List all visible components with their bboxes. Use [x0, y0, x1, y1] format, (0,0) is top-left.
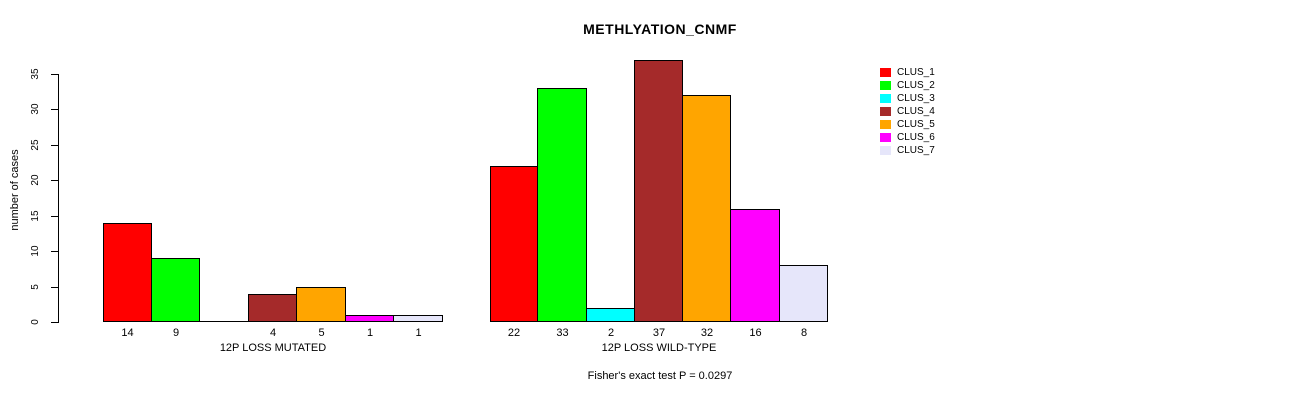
bar-value-label: 5: [318, 327, 325, 339]
y-axis-tick: [51, 287, 58, 288]
bar-value-label: 1: [415, 327, 422, 339]
bar-value-label: 9: [172, 327, 180, 339]
legend-label: CLUS_4: [897, 106, 935, 117]
legend-label: CLUS_1: [897, 67, 935, 78]
bar: [682, 95, 731, 322]
y-axis-line: [58, 74, 59, 323]
y-axis-tick: [51, 145, 58, 146]
bar: [634, 60, 683, 322]
bar-value-label: 37: [652, 327, 666, 339]
y-axis-tick: [51, 180, 58, 181]
legend-swatch-icon: [880, 94, 891, 103]
legend-label: CLUS_7: [897, 145, 935, 156]
bar-value-label: 33: [556, 327, 569, 339]
bar: [393, 315, 443, 322]
legend-item: CLUS_2: [880, 79, 935, 92]
y-axis-tick-label: 15: [30, 210, 41, 222]
bar: [779, 265, 828, 322]
bar: [586, 308, 635, 322]
y-axis-tick: [51, 109, 58, 110]
legend-item: CLUS_6: [880, 131, 935, 144]
legend-swatch-icon: [880, 120, 891, 129]
legend-item: CLUS_4: [880, 105, 935, 118]
bar: [151, 258, 200, 322]
bar-zero-line: [199, 321, 249, 322]
legend-item: CLUS_5: [880, 118, 935, 131]
y-axis-tick-label: 10: [30, 245, 41, 257]
y-axis-tick-label: 0: [30, 319, 41, 325]
y-axis-tick-label: 35: [30, 68, 41, 80]
legend-item: CLUS_1: [880, 66, 935, 79]
y-axis-tick-label: 25: [30, 139, 41, 151]
legend: CLUS_1 CLUS_2 CLUS_3 CLUS_4 CLUS_5 CLUS_6 CLUS…: [880, 66, 935, 157]
y-axis-tick: [51, 74, 58, 75]
bar-value-label: 16: [749, 327, 762, 339]
y-axis-tick-label: 5: [30, 284, 41, 290]
bar: [296, 287, 346, 322]
bar-value-label: 8: [800, 327, 808, 339]
legend-swatch-icon: [880, 133, 891, 142]
y-axis-tick: [51, 322, 58, 323]
bar-value-label: 4: [269, 327, 277, 339]
bar: [345, 315, 394, 322]
legend-swatch-icon: [880, 146, 891, 155]
legend-label: CLUS_3: [897, 93, 935, 104]
legend-swatch-icon: [880, 107, 891, 116]
legend-label: CLUS_5: [897, 119, 935, 130]
y-axis-tick-label: 30: [30, 103, 41, 115]
bar: [730, 209, 780, 322]
bar: [248, 294, 297, 322]
legend-label: CLUS_6: [897, 132, 935, 143]
legend-swatch-icon: [880, 81, 891, 90]
bar-value-label: 32: [700, 327, 714, 339]
bar-value-label: 22: [507, 327, 521, 339]
y-axis-tick: [51, 216, 58, 217]
bar: [537, 88, 587, 322]
x-axis-group-label: 12P LOSS MUTATED: [219, 342, 327, 354]
fisher-test-annotation: Fisher's exact test P = 0.0297: [587, 370, 733, 382]
bar-value-label: 14: [121, 327, 134, 339]
bar-value-label: 2: [607, 327, 615, 339]
y-axis-tick: [51, 251, 58, 252]
legend-swatch-icon: [880, 68, 891, 77]
legend-label: CLUS_2: [897, 80, 935, 91]
legend-item: CLUS_7: [880, 144, 935, 157]
chart-title: METHLYATION_CNMF: [583, 21, 737, 37]
bar: [490, 166, 538, 322]
bar: [103, 223, 152, 322]
bar-value-label: 1: [366, 327, 374, 339]
legend-item: CLUS_3: [880, 92, 935, 105]
y-axis-tick-label: 20: [30, 174, 41, 186]
x-axis-group-label: 12P LOSS WILD-TYPE: [601, 342, 717, 354]
